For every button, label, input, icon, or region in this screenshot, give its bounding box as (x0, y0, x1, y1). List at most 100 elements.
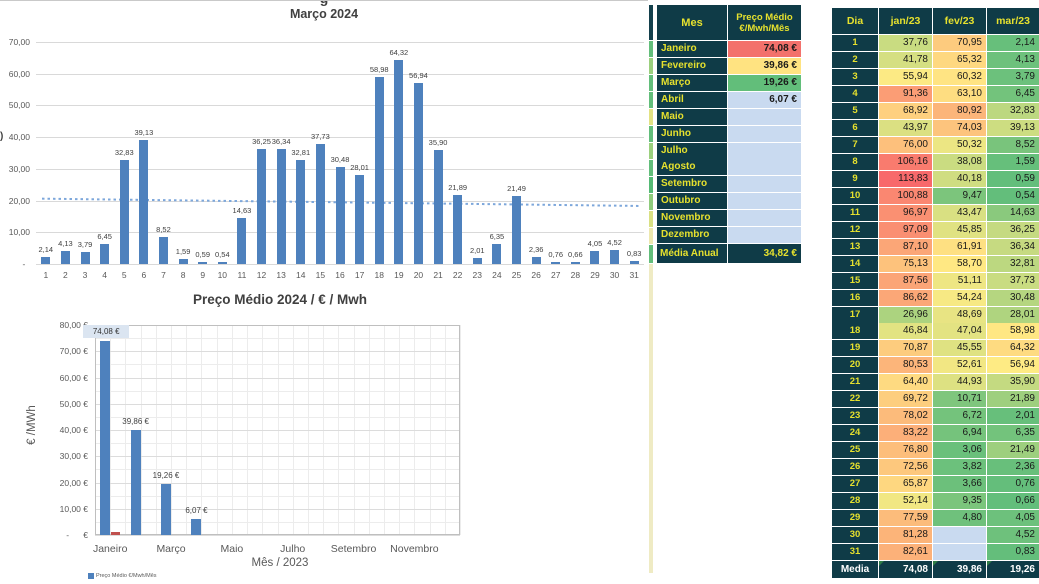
header-cell-mes[interactable]: Mes (657, 5, 727, 40)
bar-day-28[interactable] (570, 261, 580, 264)
value-cell-day7-col1[interactable]: 76,00 (879, 136, 932, 153)
month-label-cell-dezembro[interactable]: Dezembro (657, 227, 727, 244)
value-cell-day9-col2[interactable]: 40,18 (933, 170, 986, 187)
value-cell-day3-col1[interactable]: 55,94 (879, 68, 932, 85)
value-cell-day27-col2[interactable]: 3,66 (933, 476, 986, 493)
value-cell-day29-col2[interactable]: 4,80 (933, 510, 986, 527)
value-cell-day4-col1[interactable]: 91,36 (879, 85, 932, 102)
value-cell-day8-col1[interactable]: 106,16 (879, 153, 932, 170)
value-cell-day20-col1[interactable]: 80,53 (879, 357, 932, 374)
day-cell-9[interactable]: 9 (832, 170, 878, 187)
value-cell-day17-col3[interactable]: 28,01 (987, 306, 1039, 323)
daily-price-chart[interactable]: g Março 2024 ) 70,00 60,00 50,00 40,00 30,00… (0, 0, 648, 286)
day-cell-24[interactable]: 24 (832, 425, 878, 442)
month-label-cell-novembro[interactable]: Novembro (657, 210, 727, 227)
header-cell-jan-23[interactable]: jan/23 (879, 8, 932, 34)
value-cell-day16-col2[interactable]: 54,24 (933, 289, 986, 306)
bar-day-26[interactable] (531, 256, 541, 264)
bar-abril[interactable] (191, 519, 202, 535)
day-cell-19[interactable]: 19 (832, 340, 878, 357)
value-cell-day14-col2[interactable]: 58,70 (933, 255, 986, 272)
header-cell-Dia[interactable]: Dia (832, 8, 878, 34)
bar-day-11[interactable] (237, 217, 247, 264)
bar-day-10[interactable] (217, 262, 227, 264)
value-cell-day23-col1[interactable]: 78,02 (879, 408, 932, 425)
value-cell-day15-col2[interactable]: 51,11 (933, 272, 986, 289)
month-value-cell-novembro[interactable] (728, 210, 801, 227)
bar-day-25[interactable] (512, 195, 522, 264)
day-cell-20[interactable]: 20 (832, 357, 878, 374)
value-cell-day11-col1[interactable]: 96,97 (879, 204, 932, 221)
value-cell-day24-col3[interactable]: 6,35 (987, 425, 1039, 442)
bar-fevereiro[interactable] (130, 430, 141, 535)
value-cell-day13-col3[interactable]: 36,34 (987, 238, 1039, 255)
value-cell-day10-col3[interactable]: 0,54 (987, 187, 1039, 204)
bar-day-27[interactable] (551, 261, 561, 264)
bar-day-5[interactable] (119, 159, 129, 264)
value-cell-day21-col2[interactable]: 44,93 (933, 374, 986, 391)
bar-day-24[interactable] (492, 243, 502, 264)
value-cell-day16-col1[interactable]: 86,62 (879, 289, 932, 306)
value-cell-day26-col2[interactable]: 3,82 (933, 459, 986, 476)
value-cell-day19-col1[interactable]: 70,87 (879, 340, 932, 357)
value-cell-day22-col3[interactable]: 21,89 (987, 391, 1039, 408)
value-cell-day30-col2[interactable] (933, 527, 986, 544)
month-label-cell-outubro[interactable]: Outubro (657, 193, 727, 210)
day-cell-5[interactable]: 5 (832, 102, 878, 119)
month-label-cell-fevereiro[interactable]: Fevereiro (657, 57, 727, 74)
value-cell-day6-col1[interactable]: 43,97 (879, 119, 932, 136)
value-cell-day9-col3[interactable]: 0,59 (987, 170, 1039, 187)
value-cell-day25-col3[interactable]: 21,49 (987, 442, 1039, 459)
value-cell-day1-col1[interactable]: 37,76 (879, 35, 932, 51)
bar-day-4[interactable] (100, 243, 110, 264)
day-cell-12[interactable]: 12 (832, 221, 878, 238)
month-label-cell-junho[interactable]: Junho (657, 125, 727, 142)
value-cell-day26-col3[interactable]: 2,36 (987, 459, 1039, 476)
day-cell-23[interactable]: 23 (832, 408, 878, 425)
value-cell-day30-col3[interactable]: 4,52 (987, 527, 1039, 544)
value-cell-day25-col2[interactable]: 3,06 (933, 442, 986, 459)
value-cell-day31-col3[interactable]: 0,83 (987, 544, 1039, 561)
value-cell-day29-col1[interactable]: 77,59 (879, 510, 932, 527)
value-cell-day10-col2[interactable]: 9,47 (933, 187, 986, 204)
bar-day-1[interactable] (41, 257, 51, 264)
value-cell-day12-col3[interactable]: 36,25 (987, 221, 1039, 238)
bar-janeiro[interactable] (100, 340, 111, 535)
value-cell-day3-col2[interactable]: 60,32 (933, 68, 986, 85)
bar-day-17[interactable] (355, 175, 365, 264)
value-cell-day27-col1[interactable]: 65,87 (879, 476, 932, 493)
day-cell-26[interactable]: 26 (832, 459, 878, 476)
bar-day-8[interactable] (178, 258, 188, 264)
day-cell-7[interactable]: 7 (832, 136, 878, 153)
bar-secondary-red[interactable] (111, 531, 121, 535)
value-cell-day28-col2[interactable]: 9,35 (933, 493, 986, 510)
bar-day-20[interactable] (413, 83, 423, 264)
day-cell-3[interactable]: 3 (832, 68, 878, 85)
value-cell-day15-col3[interactable]: 37,73 (987, 272, 1039, 289)
value-cell-day15-col1[interactable]: 87,56 (879, 272, 932, 289)
day-cell-15[interactable]: 15 (832, 272, 878, 289)
day-cell-28[interactable]: 28 (832, 493, 878, 510)
day-cell-21[interactable]: 21 (832, 374, 878, 391)
day-cell-4[interactable]: 4 (832, 85, 878, 102)
value-cell-day30-col1[interactable]: 81,28 (879, 527, 932, 544)
value-cell-day23-col3[interactable]: 2,01 (987, 408, 1039, 425)
month-label-cell-abril[interactable]: Abril (657, 91, 727, 108)
value-cell-day27-col3[interactable]: 0,76 (987, 476, 1039, 493)
month-value-cell-junho[interactable] (728, 125, 801, 142)
month-value-cell-julho[interactable] (728, 142, 801, 159)
day-cell-10[interactable]: 10 (832, 187, 878, 204)
bar-day-14[interactable] (296, 159, 306, 264)
bar-day-13[interactable] (276, 148, 286, 264)
value-cell-day6-col2[interactable]: 74,03 (933, 119, 986, 136)
day-cell-31[interactable]: 31 (832, 544, 878, 561)
media-cell-1[interactable]: 74,08 (879, 561, 932, 579)
value-cell-day2-col3[interactable]: 4,13 (987, 51, 1039, 68)
bar-day-3[interactable] (80, 251, 90, 264)
day-cell-29[interactable]: 29 (832, 510, 878, 527)
value-cell-day4-col3[interactable]: 6,45 (987, 85, 1039, 102)
day-cell-18[interactable]: 18 (832, 323, 878, 340)
value-cell-day17-col1[interactable]: 26,96 (879, 306, 932, 323)
month-value-cell-dezembro[interactable] (728, 227, 801, 244)
value-cell-day7-col2[interactable]: 50,32 (933, 136, 986, 153)
